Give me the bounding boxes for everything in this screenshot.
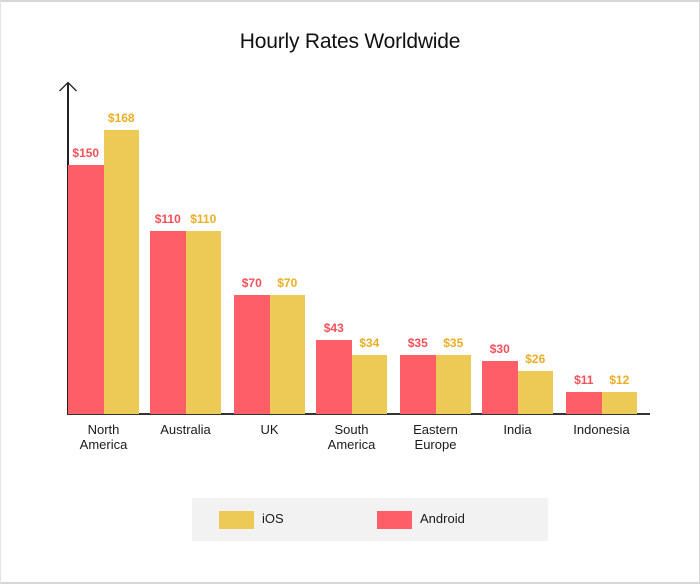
category-label: Australia <box>141 422 231 437</box>
y-axis <box>67 83 69 415</box>
value-label-ios: $168 <box>107 111 135 125</box>
bar-ios <box>185 231 221 414</box>
value-label-ios: $35 <box>443 336 464 350</box>
value-label-android: $70 <box>241 276 262 290</box>
category-label-line2: America <box>79 437 128 452</box>
category-label-line1: Australia <box>160 422 211 437</box>
bar-android <box>68 165 104 414</box>
chart-title: Hourly Rates Worldwide <box>239 30 461 53</box>
bar-ios <box>601 392 637 414</box>
category-label: South America <box>307 422 397 452</box>
bar-android <box>234 295 270 414</box>
category-label-line2: America <box>327 437 376 452</box>
legend: iOS Android <box>192 498 548 541</box>
value-label-android: $150 <box>72 146 100 160</box>
category-label-line1: South <box>334 422 369 437</box>
bar-android <box>400 355 436 414</box>
category-label: UK <box>225 422 315 437</box>
legend-label-ios: iOS <box>262 511 284 526</box>
category-label: Indonesia <box>557 422 647 437</box>
category-label: India <box>473 422 563 437</box>
legend-swatch-ios <box>219 511 254 529</box>
bar-android <box>316 340 352 414</box>
value-label-android: $30 <box>489 342 510 356</box>
bar-android <box>566 392 602 414</box>
value-label-android: $35 <box>407 336 428 350</box>
bar-android <box>150 231 186 414</box>
category-label-line1: Eastern <box>413 422 458 437</box>
value-label-android: $11 <box>574 373 594 387</box>
value-label-android: $110 <box>154 212 181 226</box>
legend-swatch-android <box>377 511 412 529</box>
category-label-line1: Indonesia <box>573 422 630 437</box>
category-label: North America <box>59 422 149 452</box>
y-axis-arrow-icon <box>59 81 77 92</box>
bar-ios <box>351 355 387 414</box>
category-label-line1: UK <box>260 422 279 437</box>
bar-ios <box>435 355 471 414</box>
category-label-line2: Europe <box>414 437 457 452</box>
value-label-ios: $70 <box>277 276 298 290</box>
bar-android <box>482 361 518 414</box>
value-label-ios: $26 <box>525 352 546 366</box>
legend-label-android: Android <box>420 511 465 526</box>
value-label-ios: $12 <box>609 373 630 387</box>
category-label: Eastern Europe <box>391 422 481 452</box>
bar-ios <box>517 371 553 414</box>
value-label-ios: $110 <box>190 212 217 226</box>
value-label-android: $43 <box>323 321 344 335</box>
value-label-ios: $34 <box>359 336 380 350</box>
category-label-line1: North <box>87 422 120 437</box>
bar-ios <box>269 295 305 414</box>
category-label-line1: India <box>503 422 532 437</box>
bar-ios <box>103 130 139 414</box>
